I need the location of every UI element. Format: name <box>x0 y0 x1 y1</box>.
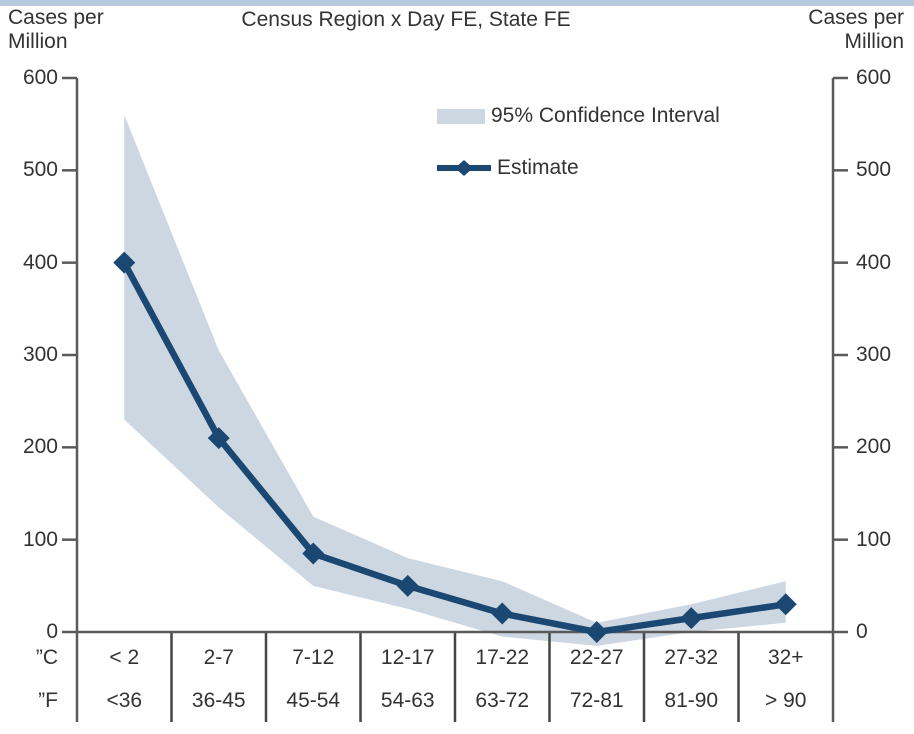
right-axis-title: Cases per Million <box>808 6 904 54</box>
legend-estimate-diamond-icon <box>455 160 473 176</box>
estimate-line <box>121 261 787 636</box>
right-axis-title-line2: Million <box>844 30 904 53</box>
legend-estimate-row: Estimate <box>437 156 579 180</box>
top-border-strip <box>0 0 914 6</box>
left-axis-title-line1: Cases per <box>8 6 104 29</box>
estimate-line-swatch <box>437 160 491 176</box>
left-axis-title-line2: Million <box>8 30 68 53</box>
estimate-marker <box>585 621 608 643</box>
estimate-marker <box>680 607 703 630</box>
legend-ci-row: 95% Confidence Interval <box>437 104 720 128</box>
estimate-marker <box>396 574 419 597</box>
right-axis-title-line1: Cases per <box>808 6 904 29</box>
estimate-label: Estimate <box>497 156 579 179</box>
chart-title: Census Region x Day FE, State FE <box>241 8 571 31</box>
ci-label: 95% Confidence Interval <box>491 104 720 127</box>
confidence-band <box>124 114 786 646</box>
left-axis-title: Cases per Million <box>8 6 104 54</box>
estimate-marker <box>774 593 797 616</box>
ci-band-swatch <box>437 108 485 124</box>
estimate-marker <box>113 251 136 274</box>
estimate-marker <box>491 602 514 625</box>
estimate-marker <box>207 427 230 450</box>
estimate-marker <box>302 542 325 565</box>
